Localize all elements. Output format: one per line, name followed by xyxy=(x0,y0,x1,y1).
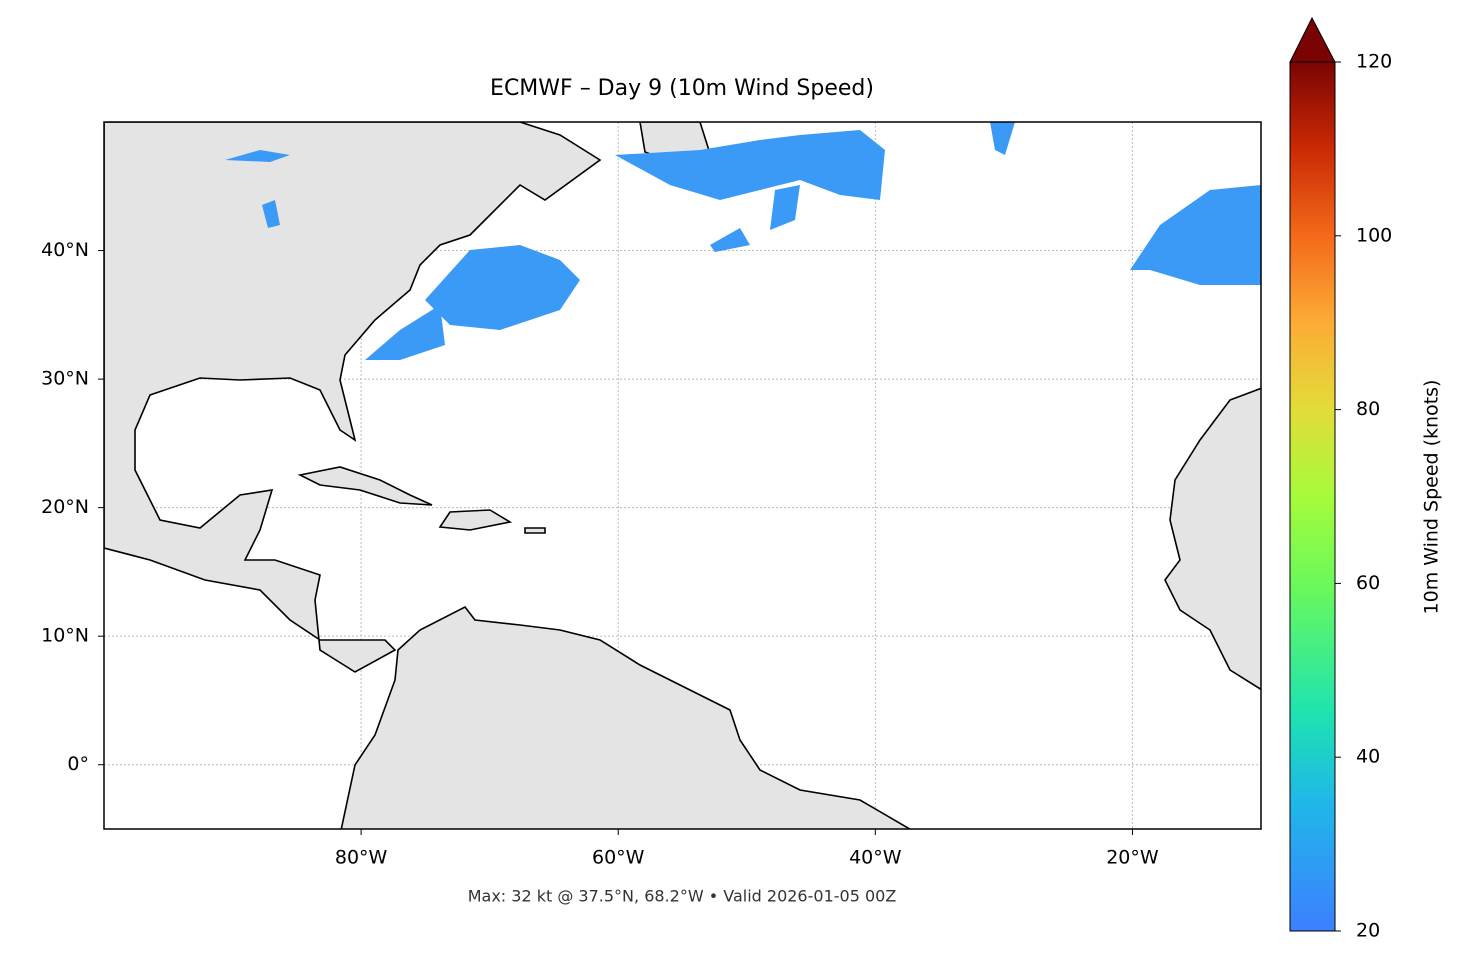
map-footer: Max: 32 kt @ 37.5°N, 68.2°W • Valid 2026… xyxy=(468,887,897,906)
wind-field xyxy=(225,122,1261,360)
y-tick-label: 0° xyxy=(67,753,89,775)
y-tick-label: 10°N xyxy=(41,625,89,647)
y-tick-label: 20°N xyxy=(41,496,89,518)
africa xyxy=(1164,387,1261,691)
y-tick-label: 30°N xyxy=(41,368,89,390)
y-tick-label: 40°N xyxy=(41,239,89,261)
south-america xyxy=(340,605,912,829)
colorbar-extend xyxy=(1289,16,1336,63)
colorbar xyxy=(1289,61,1336,932)
puerto-rico xyxy=(524,527,546,534)
colorbar-tick-label: 120 xyxy=(1356,51,1392,73)
colorbar-tick-label: 20 xyxy=(1356,920,1380,942)
colorbar-tick-label: 40 xyxy=(1356,746,1380,768)
map-title: ECMWF – Day 9 (10m Wind Speed) xyxy=(490,76,874,101)
colorbar-label: 10m Wind Speed (knots) xyxy=(1421,380,1443,615)
colorbar-tick-label: 100 xyxy=(1356,224,1392,246)
x-tick-label: 60°W xyxy=(592,847,645,869)
cuba xyxy=(297,466,433,506)
colorbar-tick-label: 60 xyxy=(1356,572,1380,594)
x-tick-label: 80°W xyxy=(335,847,388,869)
north-america xyxy=(104,122,602,673)
hispaniola xyxy=(438,509,513,531)
colorbar-tick-label: 80 xyxy=(1356,398,1380,420)
x-tick-label: 40°W xyxy=(849,847,902,869)
x-tick-label: 20°W xyxy=(1106,847,1159,869)
map-frame xyxy=(103,121,1262,830)
map-area xyxy=(104,122,1261,829)
